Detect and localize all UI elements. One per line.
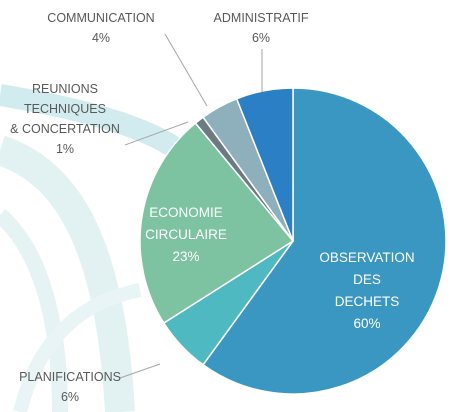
slice-label: ADMINISTRATIF 6%	[214, 8, 309, 48]
slice-label: COMMUNICATION 4%	[47, 8, 154, 48]
swirl	[0, 208, 68, 412]
slice-label: OBSERVATION DES DECHETS 60%	[319, 247, 414, 335]
category-label: PLANIFICATIONS	[19, 370, 121, 384]
value-label: 23%	[172, 249, 200, 264]
leader-line	[164, 33, 208, 107]
category-label: OBSERVATION DES DECHETS	[319, 250, 415, 309]
leader-line	[124, 121, 189, 146]
slices	[139, 87, 447, 395]
slice-label: REUNIONS TECHNIQUES & CONCERTATION 1%	[10, 79, 120, 159]
category-label: REUNIONS TECHNIQUES & CONCERTATION	[10, 82, 120, 136]
slice-label: ECONOMIE CIRCULAIRE 23%	[145, 202, 227, 268]
slice	[202, 87, 447, 395]
value-label: 6%	[60, 390, 80, 404]
swirl	[13, 283, 142, 412]
leader-line	[119, 363, 161, 379]
category-label: ECONOMIE CIRCULAIRE	[145, 205, 227, 242]
category-label: COMMUNICATION	[47, 11, 155, 25]
value-label: 6%	[251, 31, 271, 45]
value-label: 4%	[91, 31, 111, 45]
slice	[139, 122, 295, 325]
slice-label: PLANIFICATIONS 6%	[19, 367, 121, 407]
swirl	[0, 135, 135, 412]
value-label: 60%	[353, 316, 381, 331]
leader-lines	[119, 33, 263, 379]
value-label: 1%	[55, 142, 75, 156]
category-label: ADMINISTRATIF	[213, 11, 309, 25]
slice	[235, 87, 294, 242]
